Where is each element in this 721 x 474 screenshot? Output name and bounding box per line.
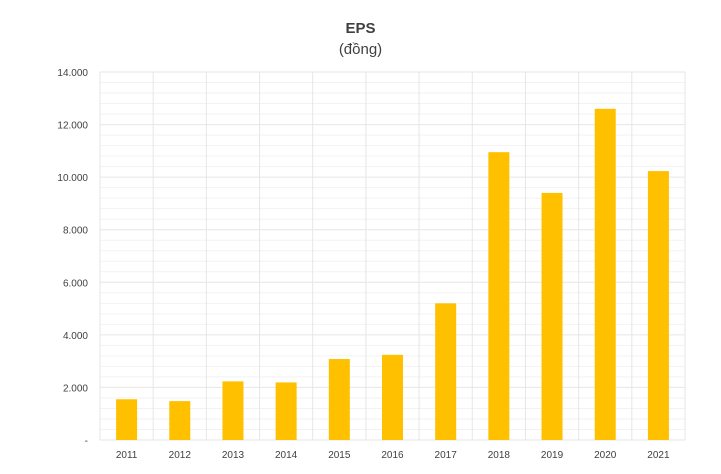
bar-2011: [116, 399, 138, 440]
x-axis-tick-labels: 2011 2012 2013 2014 2015 2016 2017 2018 2019 2020…: [116, 450, 670, 461]
y-tick-label: -: [85, 436, 88, 447]
x-tick-label: 2019: [541, 450, 564, 461]
x-tick-label: 2015: [328, 450, 351, 461]
bar-2014: [275, 382, 297, 440]
major-gridlines: [100, 71, 685, 441]
x-tick-label: 2012: [169, 450, 192, 461]
bar-2012: [169, 401, 191, 440]
chart-subtitle: (đồng): [338, 41, 383, 58]
bar-2019: [541, 192, 563, 440]
y-tick-label: 2.000: [63, 383, 88, 394]
y-tick-label: 10.000: [57, 173, 88, 184]
y-tick-label: 12.000: [57, 121, 88, 132]
bar-2017: [435, 303, 457, 440]
bar-2013: [222, 381, 244, 440]
vertical-gridlines: [99, 72, 686, 440]
x-tick-label: 2017: [435, 450, 458, 461]
bar-2020: [594, 108, 616, 441]
x-tick-label: 2014: [275, 450, 298, 461]
y-axis-tick-labels: - 2.000 4.000 6.000 8.000 10.000 12.000 14.000: [57, 68, 88, 447]
bar-series: [116, 108, 669, 441]
y-tick-label: 8.000: [63, 226, 88, 237]
y-tick-label: 14.000: [57, 68, 88, 79]
y-tick-label: 6.000: [63, 278, 88, 289]
x-tick-label: 2013: [222, 450, 245, 461]
y-tick-label: 4.000: [63, 331, 88, 342]
x-tick-label: 2021: [647, 450, 670, 461]
chart-title: EPS: [345, 20, 376, 37]
x-tick-label: 2011: [116, 450, 138, 461]
x-tick-label: 2020: [594, 450, 617, 461]
bar-2021: [647, 171, 669, 440]
bar-2018: [488, 152, 510, 440]
minor-gridlines: [100, 82, 685, 430]
x-tick-label: 2018: [488, 450, 511, 461]
x-tick-label: 2016: [381, 450, 404, 461]
bar-2016: [382, 354, 403, 440]
bar-2015: [328, 359, 350, 440]
